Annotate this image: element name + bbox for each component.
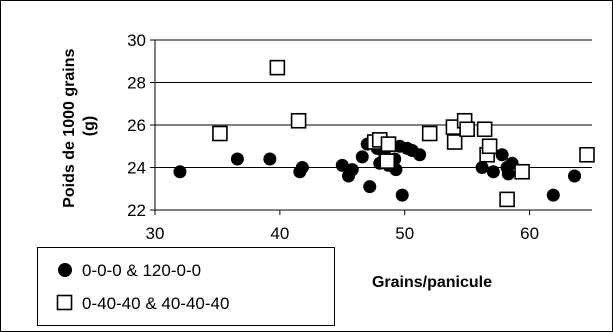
point-open-square-6	[380, 136, 397, 152]
point-filled-circle-26	[501, 167, 515, 181]
legend-marker-open-square	[56, 294, 73, 311]
legend-box	[37, 247, 335, 326]
y-tick-label-22: 22	[127, 201, 146, 220]
y-tick-labels: 22 24 26 28 30	[127, 31, 146, 220]
x-tick-label-50: 50	[395, 224, 414, 243]
data-points	[173, 59, 595, 208]
point-filled-circle-7	[345, 163, 359, 177]
point-open-square-14	[481, 138, 498, 155]
legend-marker-filled-circle	[58, 263, 72, 277]
axes	[150, 39, 592, 215]
x-tick-label-40: 40	[270, 224, 289, 243]
point-open-square-7	[421, 125, 438, 142]
x-axis-title: Grains/panicule	[372, 274, 492, 291]
point-filled-circle-2	[263, 152, 277, 166]
point-filled-circle-24	[495, 148, 509, 162]
point-filled-circle-22	[475, 161, 489, 174]
point-filled-circle-4	[295, 161, 309, 174]
point-filled-circle-8	[355, 150, 369, 164]
y-tick-label-24: 24	[127, 159, 146, 178]
x-tick-labels: 30 40 50 60	[146, 224, 539, 243]
point-open-square-5	[379, 153, 396, 169]
point-filled-circle-28	[546, 188, 560, 202]
point-open-square-12	[476, 121, 493, 138]
y-tick-label-30: 30	[127, 31, 146, 50]
point-open-square-17	[579, 146, 595, 163]
legend-label-series-1: 0-0-0 & 120-0-0	[82, 261, 201, 280]
legend-label-series-2: 0-40-40 & 40-40-40	[82, 294, 229, 313]
y-axis-title: Poids de 1000 grains (g)	[61, 44, 98, 208]
point-open-square-0	[212, 125, 228, 142]
point-filled-circle-0	[173, 165, 187, 179]
point-filled-circle-5	[335, 158, 349, 172]
y-tick-label-28: 28	[127, 74, 146, 93]
y-axis-title-line-2: (g)	[81, 116, 98, 136]
point-open-square-1	[269, 59, 286, 76]
point-open-square-16	[514, 163, 530, 180]
point-filled-circle-10	[363, 180, 377, 194]
point-filled-circle-29	[568, 169, 582, 183]
y-axis-title-line-1: Poids de 1000 grains	[61, 49, 78, 208]
x-tick-label-60: 60	[520, 224, 539, 243]
point-open-square-11	[459, 121, 475, 138]
point-open-square-15	[499, 191, 515, 208]
point-filled-circle-23	[486, 165, 500, 179]
point-filled-circle-21	[413, 148, 427, 162]
point-open-square-2	[290, 112, 307, 129]
y-tick-label-26: 26	[127, 116, 146, 135]
x-tick-label-30: 30	[146, 224, 165, 243]
point-open-square-9	[446, 134, 463, 150]
point-filled-circle-1	[230, 152, 244, 166]
legend: 0-0-0 & 120-0-0 0-40-40 & 40-40-40	[37, 247, 335, 326]
point-filled-circle-18	[395, 188, 409, 202]
